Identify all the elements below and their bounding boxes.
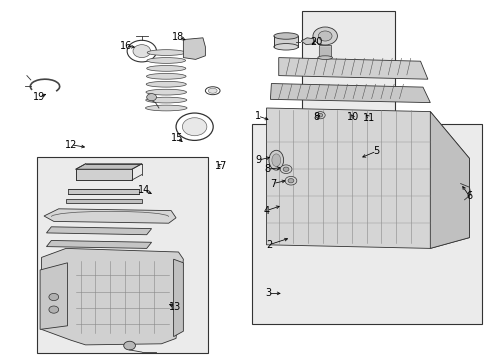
Ellipse shape (146, 89, 186, 95)
Polygon shape (173, 259, 183, 337)
Polygon shape (46, 254, 151, 262)
Text: 17: 17 (215, 161, 227, 171)
Circle shape (285, 176, 296, 185)
Text: 8: 8 (264, 164, 270, 174)
Ellipse shape (208, 88, 217, 93)
Circle shape (317, 113, 322, 117)
Text: 16: 16 (120, 41, 132, 51)
Polygon shape (46, 240, 151, 248)
Ellipse shape (273, 33, 298, 39)
Text: 2: 2 (265, 240, 271, 250)
Ellipse shape (145, 97, 186, 103)
Circle shape (315, 112, 325, 119)
Circle shape (127, 40, 156, 62)
Polygon shape (301, 38, 313, 45)
Polygon shape (46, 227, 151, 235)
Circle shape (280, 165, 291, 174)
Text: 20: 20 (310, 37, 323, 48)
Polygon shape (40, 263, 67, 329)
Text: 11: 11 (362, 113, 375, 123)
Polygon shape (429, 112, 468, 248)
FancyBboxPatch shape (184, 50, 194, 55)
Text: 6: 6 (466, 191, 471, 201)
Polygon shape (266, 108, 468, 248)
Text: 3: 3 (264, 288, 270, 298)
Circle shape (133, 45, 150, 58)
Circle shape (283, 167, 288, 171)
Ellipse shape (268, 150, 283, 170)
Text: 5: 5 (373, 146, 379, 156)
Polygon shape (278, 58, 427, 79)
Text: 14: 14 (138, 185, 150, 195)
Text: 18: 18 (172, 32, 184, 42)
Polygon shape (66, 199, 142, 203)
Ellipse shape (271, 154, 280, 166)
Text: 12: 12 (64, 140, 77, 150)
Circle shape (49, 306, 59, 313)
Ellipse shape (317, 56, 332, 59)
Circle shape (287, 179, 293, 183)
Ellipse shape (273, 44, 298, 50)
Circle shape (182, 118, 206, 136)
Ellipse shape (205, 87, 220, 95)
FancyBboxPatch shape (302, 11, 394, 113)
Circle shape (176, 113, 213, 140)
Circle shape (312, 27, 337, 45)
Text: 9: 9 (255, 155, 261, 165)
Polygon shape (68, 189, 139, 194)
Polygon shape (270, 84, 429, 103)
Text: 4: 4 (263, 206, 269, 216)
Ellipse shape (146, 66, 185, 71)
Polygon shape (76, 169, 132, 180)
Circle shape (49, 293, 59, 301)
Ellipse shape (145, 105, 187, 111)
FancyBboxPatch shape (37, 157, 207, 353)
Text: 7: 7 (269, 179, 275, 189)
Text: 10: 10 (346, 112, 359, 122)
FancyBboxPatch shape (273, 36, 298, 47)
Circle shape (123, 341, 135, 350)
Text: 8: 8 (313, 112, 319, 122)
Text: 15: 15 (171, 132, 183, 143)
Text: 13: 13 (168, 302, 181, 312)
Ellipse shape (147, 58, 185, 63)
Circle shape (146, 94, 156, 101)
Ellipse shape (146, 81, 186, 87)
Polygon shape (41, 248, 183, 345)
FancyBboxPatch shape (251, 124, 481, 324)
Circle shape (318, 31, 331, 41)
Text: 19: 19 (33, 92, 45, 102)
Text: 1: 1 (254, 111, 260, 121)
Polygon shape (183, 38, 205, 59)
Polygon shape (44, 209, 176, 223)
FancyBboxPatch shape (319, 45, 330, 58)
Polygon shape (76, 164, 142, 169)
Ellipse shape (147, 50, 185, 55)
Ellipse shape (146, 73, 185, 79)
